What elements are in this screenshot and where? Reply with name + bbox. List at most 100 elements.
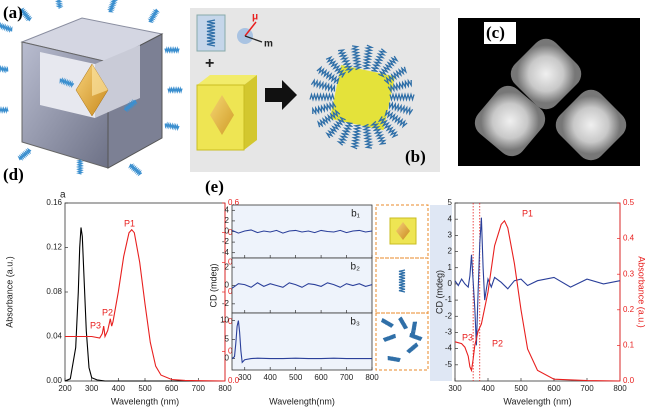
spring: [0, 106, 9, 114]
y-tick-label: -2: [222, 299, 230, 308]
x-tick-label: 800: [365, 373, 379, 382]
spring: [19, 7, 33, 22]
y2-tick-label: 0.3: [623, 269, 635, 278]
octahedron: [396, 222, 410, 240]
spring: [309, 92, 335, 102]
panel-label: (c): [486, 23, 505, 42]
symbol: μ: [252, 12, 258, 23]
spring: [383, 66, 408, 86]
y-axis-label: CD (mdeg): [434, 270, 444, 314]
spring: [147, 8, 160, 24]
panel-label: (d): [3, 165, 24, 184]
y-tick-label: 4: [448, 214, 453, 223]
spring: [164, 121, 180, 132]
y-tick-label: 1: [448, 263, 453, 272]
spring: [369, 120, 387, 145]
x-tick-label: 500: [514, 384, 528, 393]
panel-label: (a): [3, 3, 23, 22]
series-line: [231, 282, 373, 289]
x-tick-label: 400: [264, 373, 278, 382]
annotation: P2: [102, 307, 113, 317]
spring: [398, 269, 406, 293]
panel-label: (b): [405, 147, 426, 166]
y-tick-label: 2: [448, 247, 453, 256]
spring: [398, 316, 408, 330]
spring: [370, 48, 388, 73]
inset-box: [375, 312, 429, 371]
y-tick-label: 10: [220, 316, 229, 325]
x-tick-label: 800: [218, 384, 232, 393]
y-tick-label: -2: [445, 311, 453, 320]
spring: [337, 49, 355, 74]
spring: [128, 163, 143, 177]
spring: [384, 109, 408, 129]
spring: [76, 159, 84, 175]
y-tick-label: 0.00: [46, 376, 62, 385]
x-tick-label: 600: [165, 384, 179, 393]
arrow: [265, 80, 297, 110]
spring: [349, 124, 363, 150]
spring: [361, 123, 374, 149]
spring: [387, 78, 412, 94]
y-tick-label: 0: [225, 227, 230, 236]
series-line: [65, 228, 226, 382]
y2-tick-label: 0.6: [228, 198, 240, 207]
x-tick-label: 200: [58, 384, 72, 393]
y-tick-label: -4: [445, 344, 453, 353]
spring: [59, 77, 75, 89]
series-line: [231, 229, 373, 234]
spring: [361, 44, 375, 70]
y2-tick-label: 0.5: [623, 198, 635, 207]
y-tick-label: 0: [225, 281, 230, 290]
x-tick-label: 500: [138, 384, 152, 393]
spring: [388, 101, 414, 116]
plot-area: [64, 202, 226, 382]
y2-tick-label: 0.0: [228, 376, 240, 385]
y2-tick-label: 0.1: [623, 341, 635, 350]
spring: [410, 321, 418, 335]
nanoparticle: [555, 89, 627, 161]
y-tick-label: 0: [448, 279, 453, 288]
chart-label: b₃: [350, 317, 360, 328]
annotation: P2: [492, 338, 503, 348]
series-line: [454, 217, 621, 346]
x-axis-label: Wavelength (nm): [503, 396, 571, 406]
arrow: [244, 35, 263, 43]
spring: [54, 0, 64, 9]
y-axis-label: Absorbance (a.u.): [4, 256, 14, 328]
ligands: [206, 19, 415, 150]
series-line: [64, 227, 225, 382]
spring: [123, 99, 138, 113]
y-tick-label: 2: [225, 262, 230, 271]
spring: [17, 147, 32, 161]
spring: [206, 19, 216, 47]
x-tick-label: 400: [112, 384, 126, 393]
spring: [380, 318, 394, 328]
x-tick-label: 700: [580, 384, 594, 393]
plot-area: [231, 257, 373, 314]
spring: [406, 342, 419, 354]
label-background: [484, 22, 516, 44]
x-tick-label: 800: [613, 384, 627, 393]
chart-label: b₂: [351, 262, 361, 273]
nanoparticle: [474, 85, 546, 157]
y-tick-label: 3: [448, 230, 453, 239]
spring: [312, 100, 337, 116]
yellow-cube: [196, 75, 257, 151]
series-line: [454, 219, 621, 382]
y-axis-label: CD (mdeg): [208, 263, 218, 307]
x-axis-label: Wavelength(nm): [269, 396, 335, 406]
spring: [377, 116, 399, 139]
x-tick-label: 300: [85, 384, 99, 393]
arrow: [244, 21, 257, 37]
plot-area: [454, 202, 621, 382]
spring: [0, 64, 9, 74]
y-tick-label: 5: [448, 198, 453, 207]
y-tick-label: 0.16: [46, 198, 62, 207]
spring: [382, 333, 396, 342]
x-tick-label: 300: [238, 373, 252, 382]
spring: [316, 65, 340, 85]
panel-label: (e): [205, 177, 224, 196]
annotation: P1: [124, 218, 135, 228]
